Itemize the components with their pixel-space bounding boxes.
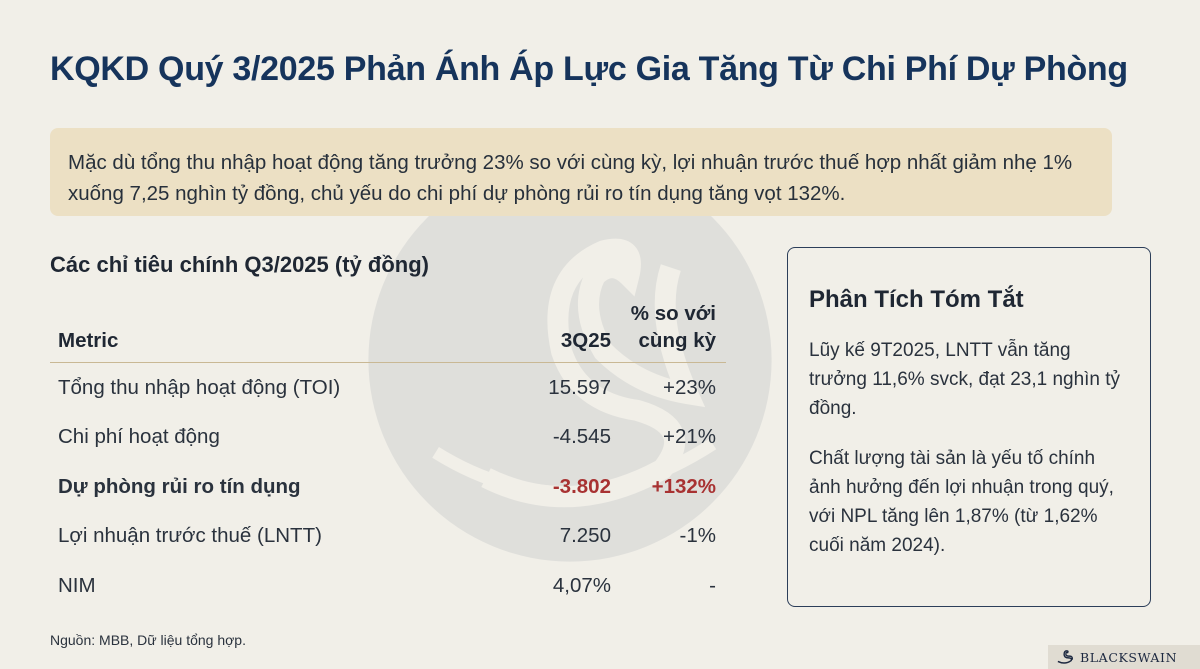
analysis-paragraph-1: Lũy kế 9T2025, LNTT vẫn tăng trưởng 11,6…: [809, 340, 1121, 419]
row-metric: Lợi nhuận trước thuế (LNTT): [58, 524, 322, 548]
table-row: NIM 4,07% -: [50, 561, 726, 611]
table-row: Lợi nhuận trước thuế (LNTT) 7.250 -1%: [50, 512, 726, 562]
row-metric: Chi phí hoạt động: [58, 425, 220, 449]
row-metric: Tổng thu nhập hoạt động (TOI): [58, 375, 341, 399]
header-yoy-line2: cùng kỳ: [638, 329, 716, 352]
header-metric: Metric: [50, 300, 453, 363]
brand-logo: BLACKSWAIN: [1048, 645, 1200, 669]
table-row: Tổng thu nhập hoạt động (TOI) 15.597 +23…: [50, 363, 726, 413]
analysis-title: Phân Tích Tóm Tắt: [809, 286, 1024, 313]
table-header-row: Metric 3Q25 % so với cùng kỳ: [50, 300, 726, 363]
row-value: 7.250: [559, 524, 611, 548]
page-title: KQKD Quý 3/2025 Phản Ánh Áp Lực Gia Tăng…: [50, 50, 1128, 88]
analysis-paragraph-2: Chất lượng tài sản là yếu tố chính ảnh h…: [809, 448, 1114, 556]
table-row-highlight: Dự phòng rủi ro tín dụng -3.802 +132%: [50, 462, 726, 512]
row-value: -4.545: [552, 425, 611, 449]
row-yoy: +132%: [651, 474, 716, 498]
row-value: 4,07%: [552, 573, 611, 597]
row-metric: Dự phòng rủi ro tín dụng: [58, 474, 301, 498]
metrics-table: Metric 3Q25 % so với cùng kỳ Tổng thu nh…: [50, 300, 726, 611]
row-value: 15.597: [548, 375, 611, 399]
header-yoy-line1: % so với: [630, 302, 716, 325]
header-yoy: % so với cùng kỳ: [621, 300, 726, 363]
row-metric: NIM: [58, 573, 96, 597]
row-yoy: -1%: [679, 524, 716, 548]
row-value: -3.802: [552, 474, 611, 498]
row-yoy: +21%: [662, 425, 716, 449]
row-yoy: -: [709, 573, 716, 597]
summary-box: Mặc dù tổng thu nhập hoạt động tăng trưở…: [50, 128, 1112, 216]
header-3q25: 3Q25: [453, 300, 621, 363]
logo-text: BLACKSWAIN: [1080, 649, 1178, 665]
swan-icon: [1057, 650, 1073, 664]
analysis-panel: Phân Tích Tóm Tắt Lũy kế 9T2025, LNTT vẫ…: [787, 247, 1151, 607]
table-title: Các chỉ tiêu chính Q3/2025 (tỷ đồng): [50, 252, 429, 277]
source-note: Nguồn: MBB, Dữ liệu tổng hợp.: [50, 632, 246, 648]
row-yoy: +23%: [662, 375, 716, 399]
table-row: Chi phí hoạt động -4.545 +21%: [50, 413, 726, 463]
